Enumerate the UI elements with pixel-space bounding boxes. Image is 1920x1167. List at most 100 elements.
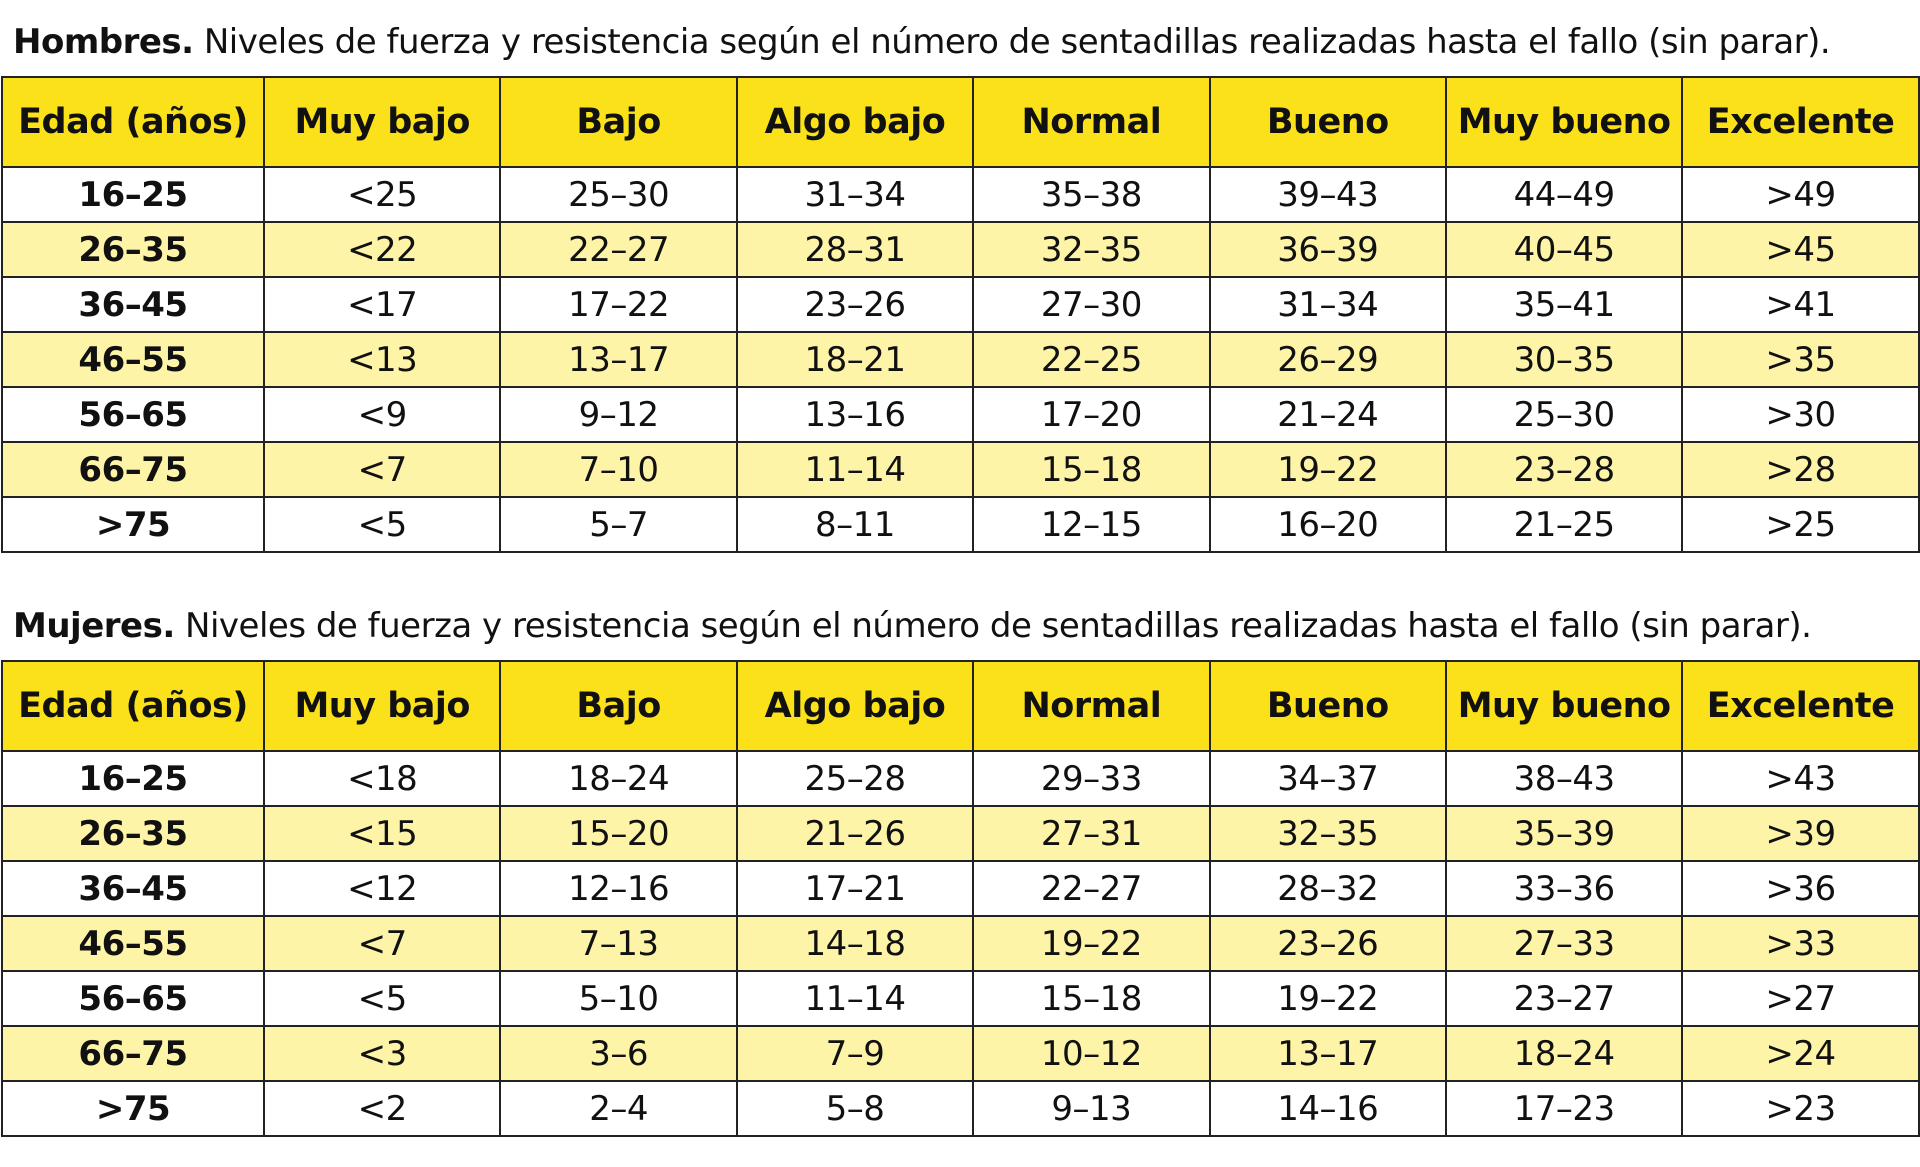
age-cell: 46–55: [1, 915, 265, 972]
value-cell: 27–31: [972, 805, 1211, 862]
header-cell: Excelente: [1681, 660, 1920, 752]
value-cell: <13: [262, 331, 502, 388]
value-cell: 29–33: [972, 750, 1211, 807]
table-title: Hombres. Niveles de fuerza y resistencia…: [1, 0, 1918, 76]
table-row: >75 <2 2–4 5–8 9–13 14–16 17–23 >23: [1, 1080, 1920, 1137]
data-table: Edad (años) Muy bajo Bajo Algo bajo Normal Bu…: [1, 76, 1920, 553]
value-cell: 9–13: [972, 1080, 1211, 1137]
value-cell: 21–25: [1444, 496, 1684, 553]
value-cell: 12–16: [499, 860, 738, 917]
value-cell: 7–13: [499, 915, 738, 972]
value-cell: 18–24: [1444, 1025, 1684, 1082]
table-row: 46–55 <13 13–17 18–21 22–25 26–29 30–35 >35: [1, 331, 1920, 388]
value-cell: 8–11: [735, 496, 975, 553]
value-cell: 30–35: [1444, 331, 1684, 388]
header-cell: Normal: [972, 660, 1211, 752]
value-cell: 39–43: [1208, 166, 1447, 223]
value-cell: <5: [262, 496, 502, 553]
header-cell: Edad (años): [1, 660, 265, 752]
value-cell: 35–39: [1444, 805, 1684, 862]
value-cell: >25: [1681, 496, 1920, 553]
header-cell: Bueno: [1208, 76, 1447, 168]
value-cell: 3–6: [499, 1025, 738, 1082]
value-cell: 32–35: [1208, 805, 1447, 862]
title-text: Niveles de fuerza y resistencia según el…: [174, 606, 1812, 646]
value-cell: >36: [1681, 860, 1920, 917]
value-cell: 15–18: [972, 970, 1211, 1027]
header-cell: Algo bajo: [735, 660, 975, 752]
value-cell: 15–20: [499, 805, 738, 862]
value-cell: >49: [1681, 166, 1920, 223]
table-row: >75 <5 5–7 8–11 12–15 16–20 21–25 >25: [1, 496, 1920, 553]
value-cell: >28: [1681, 441, 1920, 498]
value-cell: 14–16: [1208, 1080, 1447, 1137]
value-cell: 11–14: [735, 441, 975, 498]
value-cell: 19–22: [1208, 970, 1447, 1027]
value-cell: 17–22: [499, 276, 738, 333]
header-cell: Muy bajo: [262, 660, 502, 752]
value-cell: 17–20: [972, 386, 1211, 443]
value-cell: 18–24: [499, 750, 738, 807]
age-cell: 56–65: [1, 386, 265, 443]
value-cell: >24: [1681, 1025, 1920, 1082]
header-cell: Bueno: [1208, 660, 1447, 752]
age-cell: 66–75: [1, 441, 265, 498]
value-cell: 9–12: [499, 386, 738, 443]
value-cell: 23–26: [1208, 915, 1447, 972]
header-cell: Bajo: [499, 660, 738, 752]
value-cell: <25: [262, 166, 502, 223]
value-cell: 21–26: [735, 805, 975, 862]
value-cell: 32–35: [972, 221, 1211, 278]
age-cell: >75: [1, 1080, 265, 1137]
age-cell: 36–45: [1, 860, 265, 917]
header-cell: Muy bueno: [1444, 660, 1684, 752]
value-cell: <9: [262, 386, 502, 443]
value-cell: >45: [1681, 221, 1920, 278]
header-cell: Bajo: [499, 76, 738, 168]
value-cell: <12: [262, 860, 502, 917]
value-cell: 44–49: [1444, 166, 1684, 223]
value-cell: 17–23: [1444, 1080, 1684, 1137]
value-cell: >33: [1681, 915, 1920, 972]
value-cell: 5–8: [735, 1080, 975, 1137]
value-cell: 2–4: [499, 1080, 738, 1137]
value-cell: >27: [1681, 970, 1920, 1027]
value-cell: 21–24: [1208, 386, 1447, 443]
value-cell: 25–30: [499, 166, 738, 223]
value-cell: 26–29: [1208, 331, 1447, 388]
value-cell: 40–45: [1444, 221, 1684, 278]
table-head: Edad (años) Muy bajo Bajo Algo bajo Normal Bu…: [1, 660, 1920, 752]
age-cell: 56–65: [1, 970, 265, 1027]
value-cell: 27–30: [972, 276, 1211, 333]
table-section: Mujeres. Niveles de fuerza y resistencia…: [1, 584, 1920, 1137]
value-cell: 13–16: [735, 386, 975, 443]
value-cell: <3: [262, 1025, 502, 1082]
value-cell: 33–36: [1444, 860, 1684, 917]
value-cell: 25–28: [735, 750, 975, 807]
title-text: Niveles de fuerza y resistencia según el…: [193, 22, 1831, 62]
value-cell: 14–18: [735, 915, 975, 972]
value-cell: 13–17: [499, 331, 738, 388]
value-cell: <17: [262, 276, 502, 333]
value-cell: 19–22: [1208, 441, 1447, 498]
header-cell: Algo bajo: [735, 76, 975, 168]
table-row: 36–45 <17 17–22 23–26 27–30 31–34 35–41 >41: [1, 276, 1920, 333]
age-cell: 36–45: [1, 276, 265, 333]
table-row: 56–65 <5 5–10 11–14 15–18 19–22 23–27 >27: [1, 970, 1920, 1027]
table-body: 16–25 <18 18–24 25–28 29–33 34–37 38–43 >43 26–3…: [1, 750, 1920, 1137]
value-cell: 19–22: [972, 915, 1211, 972]
value-cell: 7–10: [499, 441, 738, 498]
value-cell: 15–18: [972, 441, 1211, 498]
title-bold: Hombres.: [13, 22, 194, 62]
data-table: Edad (años) Muy bajo Bajo Algo bajo Normal Bu…: [1, 660, 1920, 1137]
table-row: 16–25 <18 18–24 25–28 29–33 34–37 38–43 >43: [1, 750, 1920, 807]
header-cell: Muy bajo: [262, 76, 502, 168]
value-cell: <18: [262, 750, 502, 807]
table-row: 16–25 <25 25–30 31–34 35–38 39–43 44–49 >49: [1, 166, 1920, 223]
value-cell: <22: [262, 221, 502, 278]
value-cell: >41: [1681, 276, 1920, 333]
value-cell: 35–41: [1444, 276, 1684, 333]
value-cell: 5–10: [499, 970, 738, 1027]
table-row: 36–45 <12 12–16 17–21 22–27 28–32 33–36 >36: [1, 860, 1920, 917]
